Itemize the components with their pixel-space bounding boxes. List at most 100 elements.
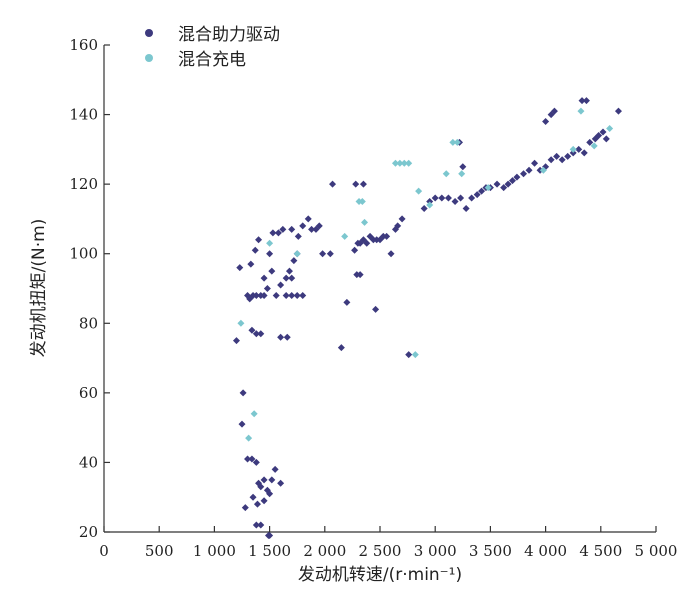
hybrid-drive-point xyxy=(575,145,583,153)
hybrid-drive-point xyxy=(268,267,276,275)
hybrid-drive-point xyxy=(457,194,465,202)
hybrid-drive-point xyxy=(260,274,268,282)
hybrid-drive-point xyxy=(272,291,280,299)
hybrid-drive-point xyxy=(478,187,486,195)
hybrid-charge-point xyxy=(453,138,461,146)
hybrid-drive-point xyxy=(241,504,249,512)
legend-label-hybrid-charge: 混合充电 xyxy=(178,50,246,70)
legend-label-hybrid-drive: 混合助力驱动 xyxy=(178,25,280,45)
hybrid-drive-point xyxy=(266,490,274,498)
y-axis-title: 发动机扭矩/(N·m) xyxy=(29,219,49,358)
hybrid-drive-point xyxy=(525,166,533,174)
hybrid-drive-point xyxy=(248,455,256,463)
hybrid-drive-point xyxy=(359,180,367,188)
hybrid-charge-point xyxy=(569,145,577,153)
hybrid-drive-point xyxy=(252,291,260,299)
y-tick-label: 20 xyxy=(79,523,98,541)
hybrid-drive-point xyxy=(508,177,516,185)
hybrid-drive-point xyxy=(268,476,276,484)
hybrid-drive-point xyxy=(504,180,512,188)
hybrid-drive-point xyxy=(279,225,287,233)
hybrid-drive-point xyxy=(252,330,260,338)
hybrid-charge-point xyxy=(391,159,399,167)
hybrid-drive-point xyxy=(329,180,337,188)
y-tick-label: 100 xyxy=(69,245,98,263)
hybrid-drive-point xyxy=(260,476,268,484)
x-tick-label: 4 500 xyxy=(579,542,622,560)
hybrid-drive-point xyxy=(244,455,252,463)
x-tick-label: 4 000 xyxy=(524,542,567,560)
hybrid-drive-point xyxy=(394,222,402,230)
hybrid-drive-point xyxy=(500,184,508,192)
data-points xyxy=(232,97,622,539)
hybrid-charge-point xyxy=(293,250,301,258)
axes: 0 500 1 000 1 500 2 000 2 500 3 000 3 500 4 000 4… xyxy=(69,36,677,560)
hybrid-drive-point xyxy=(260,291,268,299)
y-tick-label: 60 xyxy=(79,384,98,402)
hybrid-charge-point xyxy=(361,218,369,226)
y-tick-label: 140 xyxy=(69,106,98,124)
hybrid-drive-point xyxy=(283,333,291,341)
hybrid-drive-point xyxy=(602,135,610,143)
hybrid-drive-point xyxy=(547,156,555,164)
hybrid-drive-point xyxy=(387,250,395,258)
hybrid-drive-point xyxy=(288,274,296,282)
hybrid-drive-point xyxy=(257,330,265,338)
hybrid-drive-point xyxy=(582,97,590,105)
x-tick-label: 1 000 xyxy=(193,542,236,560)
hybrid-drive-point xyxy=(260,497,268,505)
hybrid-drive-point xyxy=(337,344,345,352)
hybrid-charge-point xyxy=(442,170,450,178)
hybrid-charge-point xyxy=(426,201,434,209)
hybrid-drive-point xyxy=(282,291,290,299)
hybrid-drive-point xyxy=(266,531,274,539)
hybrid-drive-point xyxy=(405,351,413,359)
x-tick-label: 500 xyxy=(145,542,174,560)
hybrid-charge-point xyxy=(411,351,419,359)
x-tick-label: 2 000 xyxy=(303,542,346,560)
hybrid-drive-point xyxy=(257,521,265,529)
hybrid-charge-point xyxy=(358,198,366,206)
hybrid-drive-point xyxy=(462,204,470,212)
hybrid-drive-point xyxy=(550,107,558,115)
hybrid-drive-point xyxy=(398,215,406,223)
legend-marker-hybrid-charge xyxy=(145,54,153,62)
hybrid-drive-point xyxy=(451,198,459,206)
hybrid-drive-point xyxy=(274,229,282,237)
hybrid-charge-point xyxy=(237,319,245,327)
hybrid-charge-point xyxy=(484,184,492,192)
hybrid-drive-point xyxy=(564,152,572,160)
hybrid-drive-point xyxy=(232,337,240,345)
y-tick-label: 40 xyxy=(79,453,98,471)
hybrid-drive-point xyxy=(238,420,246,428)
hybrid-drive-point xyxy=(383,232,391,240)
hybrid-drive-point xyxy=(542,118,550,126)
hybrid-drive-point xyxy=(356,271,364,279)
hybrid-drive-point xyxy=(473,191,481,199)
hybrid-charge-point xyxy=(458,170,466,178)
hybrid-drive-point xyxy=(468,194,476,202)
hybrid-drive-point xyxy=(363,239,371,247)
hybrid-drive-point xyxy=(252,521,260,529)
hybrid-drive-point xyxy=(249,493,257,501)
hybrid-drive-point xyxy=(277,479,285,487)
hybrid-charge-point xyxy=(577,107,585,115)
y-tick-label: 160 xyxy=(69,36,98,54)
y-tick-label: 120 xyxy=(69,175,98,193)
hybrid-drive-point xyxy=(580,149,588,157)
hybrid-charge-point xyxy=(250,410,258,418)
hybrid-drive-point xyxy=(520,170,528,178)
legend-marker-hybrid-drive xyxy=(145,29,153,37)
hybrid-charge-point xyxy=(590,142,598,150)
hybrid-charge-point xyxy=(396,159,404,167)
x-tick-label: 5 000 xyxy=(635,542,678,560)
hybrid-drive-point xyxy=(513,173,521,181)
x-tick-label: 1 500 xyxy=(248,542,291,560)
x-tick-label: 3 500 xyxy=(469,542,512,560)
hybrid-drive-point xyxy=(352,180,360,188)
hybrid-drive-point xyxy=(257,483,265,491)
hybrid-drive-point xyxy=(578,97,586,105)
hybrid-drive-point xyxy=(595,131,603,139)
hybrid-drive-point xyxy=(459,163,467,171)
